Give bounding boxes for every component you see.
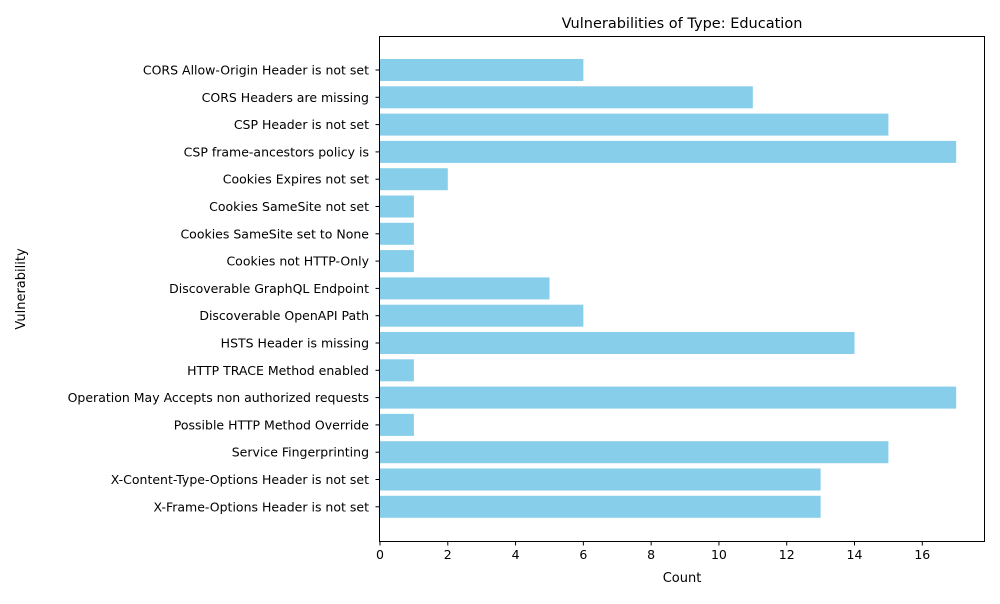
y-tick-label: Operation May Accepts non authorized req… xyxy=(68,390,369,405)
bar xyxy=(380,386,957,409)
x-tick-label: 2 xyxy=(444,547,452,562)
y-tick-label: X-Content-Type-Options Header is not set xyxy=(111,472,369,487)
y-tick-label: Cookies not HTTP-Only xyxy=(226,254,369,269)
y-tick-label: CSP frame-ancestors policy is xyxy=(184,144,369,159)
chart-title: Vulnerabilities of Type: Education xyxy=(562,16,803,32)
bars-layer xyxy=(380,59,957,518)
y-tick-label: Cookies SameSite not set xyxy=(209,199,369,214)
bar xyxy=(380,113,889,136)
bar xyxy=(380,413,414,436)
y-tick-label: CORS Headers are missing xyxy=(202,90,369,105)
y-tick-label: CORS Allow-Origin Header is not set xyxy=(143,63,369,78)
bar xyxy=(380,59,584,81)
bar xyxy=(380,277,550,300)
bar xyxy=(380,86,753,109)
bar xyxy=(380,441,889,464)
y-axis-label: Vulnerability xyxy=(14,248,29,330)
bar xyxy=(380,468,821,491)
x-tick-label: 14 xyxy=(847,547,863,562)
y-tick-label: Cookies SameSite set to None xyxy=(180,226,369,241)
x-tick-label: 6 xyxy=(579,547,587,562)
y-tick-label: HTTP TRACE Method enabled xyxy=(187,363,369,378)
x-tick-label: 12 xyxy=(779,547,795,562)
x-tick-label: 0 xyxy=(376,547,384,562)
bar xyxy=(380,332,855,354)
bar xyxy=(380,222,414,245)
y-tick-label: Discoverable OpenAPI Path xyxy=(199,308,369,323)
y-tick-label: Possible HTTP Method Override xyxy=(174,417,370,432)
y-tick-label: HSTS Header is missing xyxy=(221,336,369,351)
y-tick-label: CSP Header is not set xyxy=(234,117,369,132)
x-tick-label: 10 xyxy=(711,547,727,562)
bar xyxy=(380,250,414,273)
bar xyxy=(380,195,414,218)
bar xyxy=(380,168,448,191)
x-tick-label: 4 xyxy=(512,547,520,562)
y-tick-label: Discoverable GraphQL Endpoint xyxy=(169,281,369,296)
bar xyxy=(380,304,584,327)
x-axis-label: Count xyxy=(663,571,702,586)
x-axis-ticks: 0 2 4 6 8 10 12 14 16 xyxy=(376,541,930,562)
y-tick-label: Service Fingerprinting xyxy=(232,445,369,460)
bar xyxy=(380,140,957,163)
bar xyxy=(380,359,414,382)
bar xyxy=(380,495,821,518)
x-tick-label: 8 xyxy=(647,547,655,562)
x-tick-label: 16 xyxy=(914,547,930,562)
y-tick-label: X-Frame-Options Header is not set xyxy=(154,499,370,514)
y-tick-label: Cookies Expires not set xyxy=(223,172,369,187)
plot-frame xyxy=(379,36,985,542)
y-axis-ticks: CORS Allow-Origin Header is not set CORS … xyxy=(68,63,380,514)
